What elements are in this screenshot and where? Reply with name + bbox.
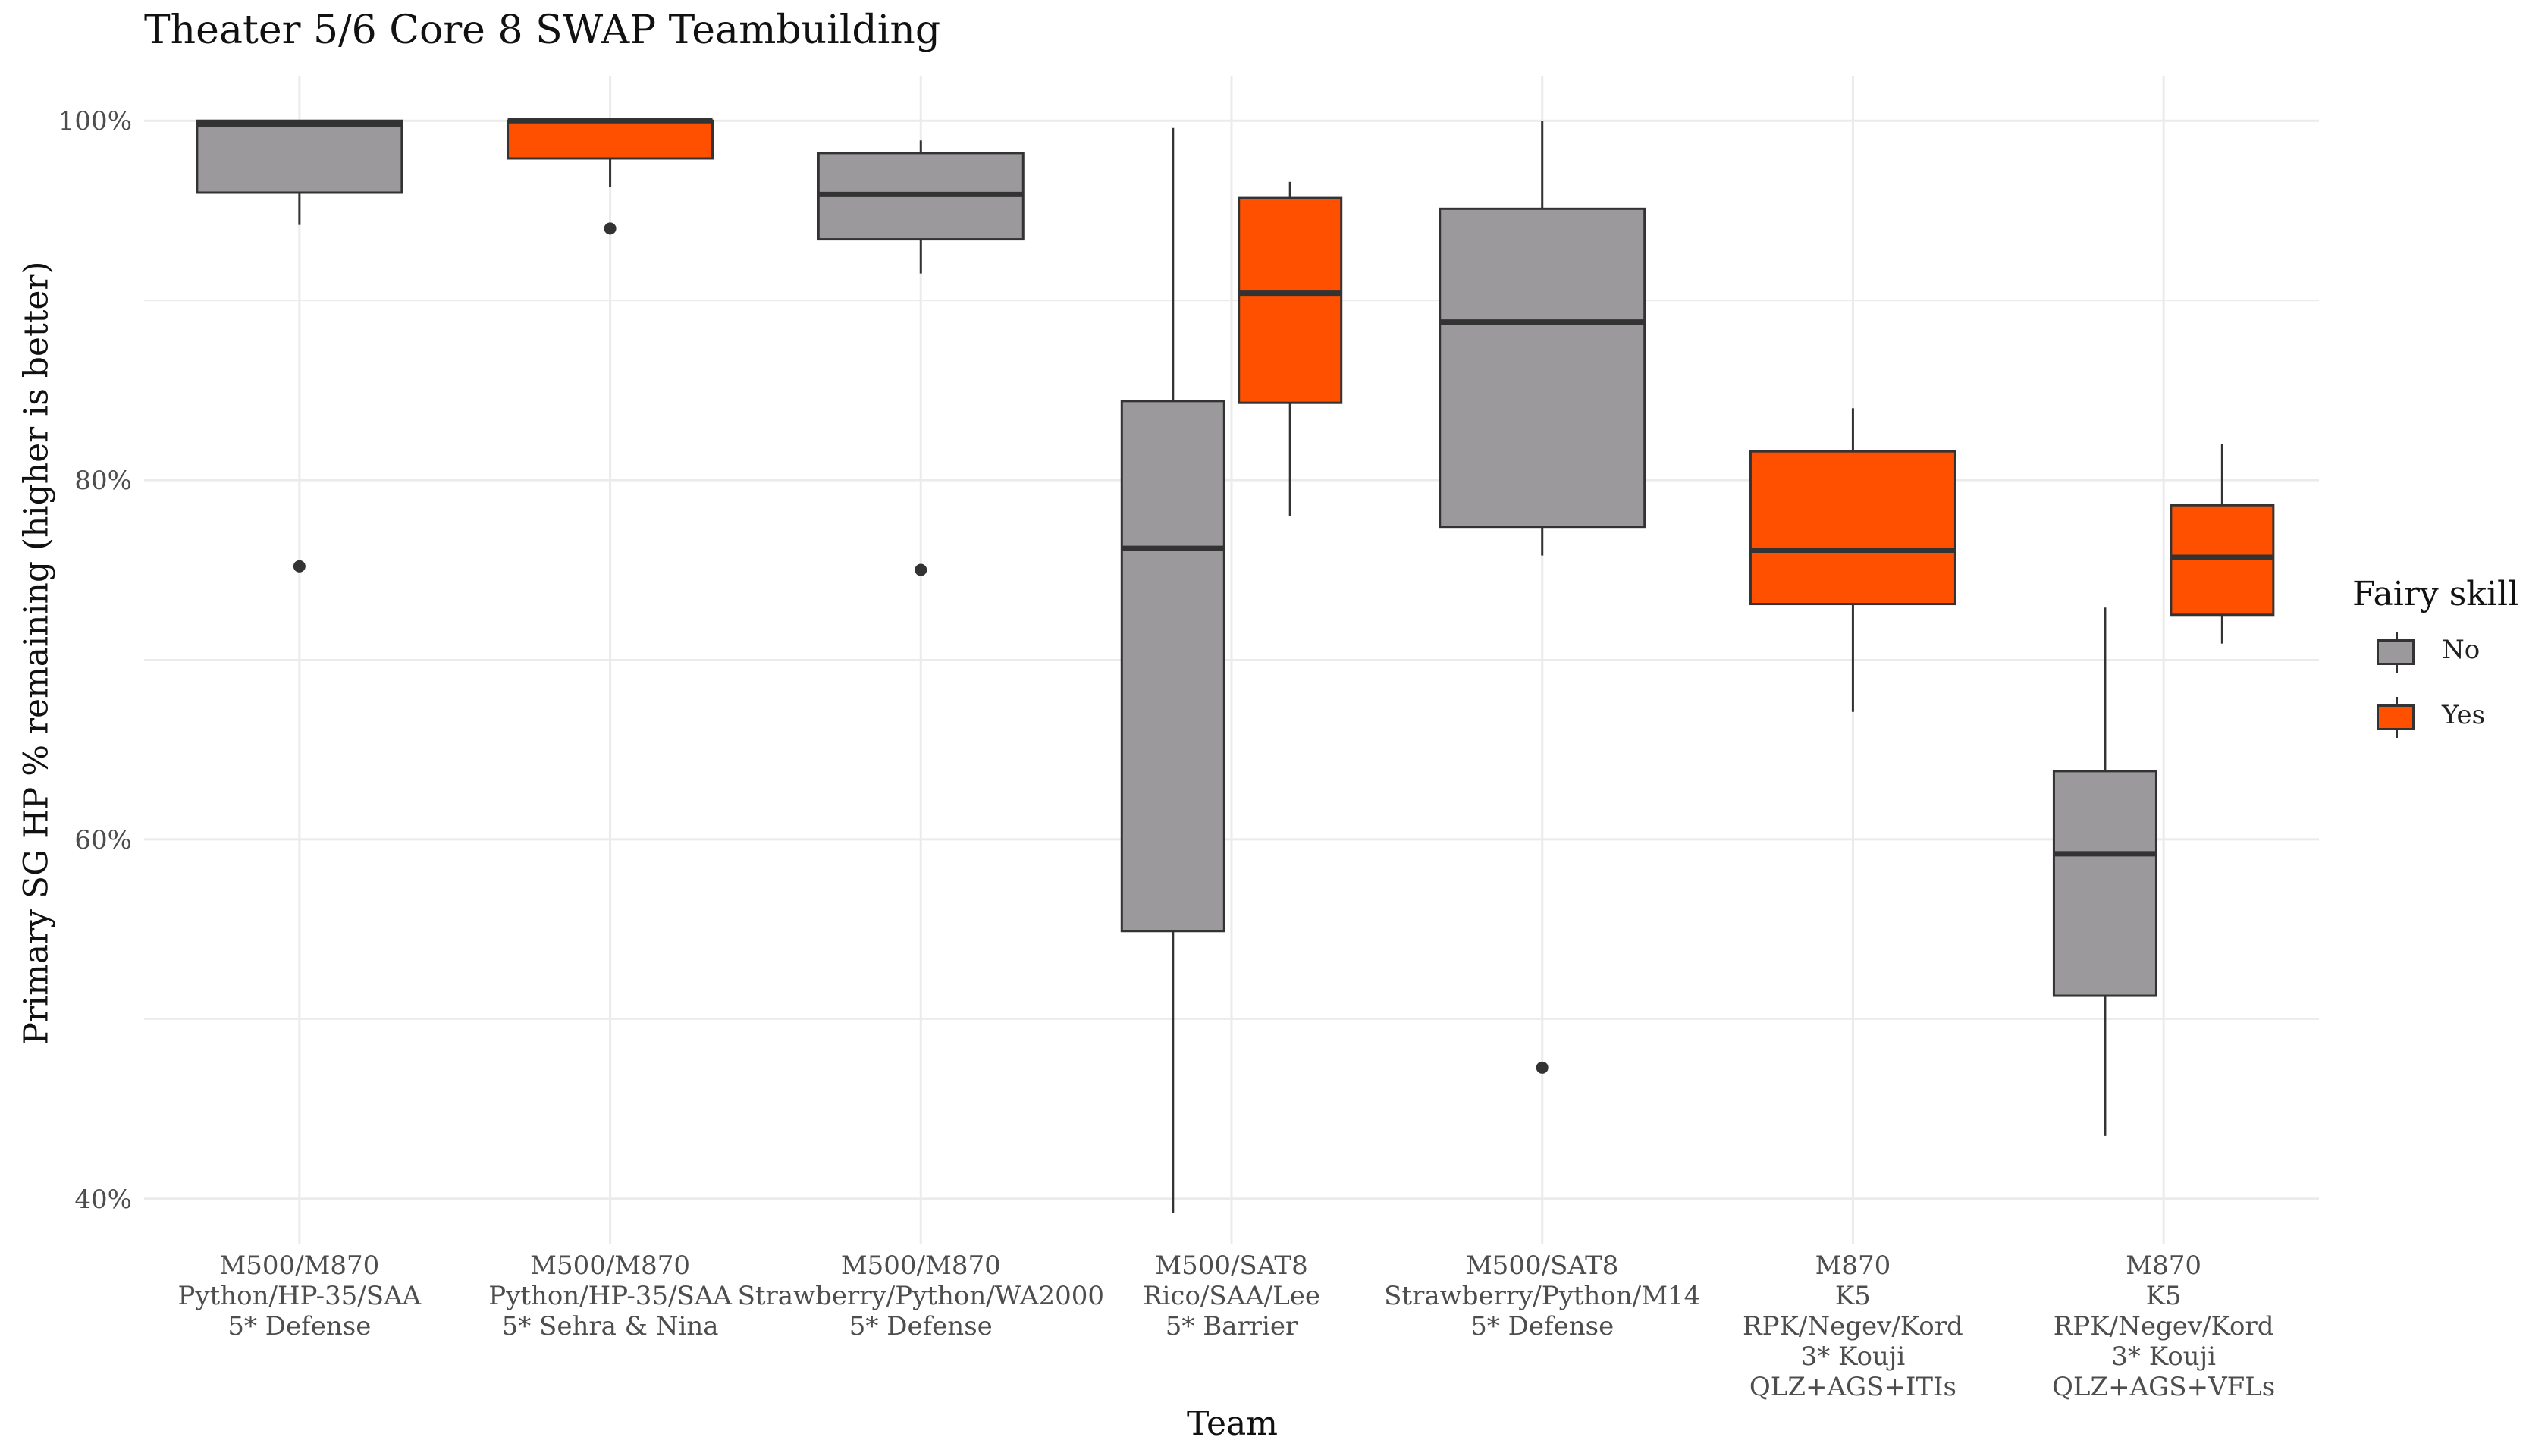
grid-lines [144, 76, 2319, 1244]
box-yes [1749, 408, 1956, 712]
box-yes [507, 118, 714, 235]
box-yes [2170, 444, 2275, 644]
x-tick-label: 5* Defense [1470, 1311, 1614, 1341]
outlier-point [604, 222, 617, 235]
x-tick-label: Python/HP-35/SAA [488, 1281, 732, 1311]
legend-key-yes [2377, 697, 2415, 738]
legend: Fairy skill No Yes [2352, 575, 2518, 744]
x-tick-label: QLZ+AGS+ITIs [1749, 1372, 1956, 1402]
iqr-box [1120, 400, 1225, 933]
box-no [817, 140, 1025, 576]
x-tick-label: M500/SAT8 [1155, 1250, 1307, 1281]
x-tick-label: M500/SAT8 [1466, 1250, 1618, 1281]
x-tick-label: M500/M870 [841, 1250, 1001, 1281]
box-yes [1238, 181, 1343, 516]
iqr-box [1749, 450, 1956, 606]
box-plots [196, 118, 2275, 1213]
iqr-box [2170, 504, 2275, 617]
x-tick-label: 3* Kouji [1801, 1341, 1906, 1372]
x-tick-label: 5* Defense [849, 1311, 993, 1341]
x-tick-label: M870 [1815, 1250, 1891, 1281]
iqr-box [196, 119, 403, 194]
x-tick-label: M500/M870 [530, 1250, 690, 1281]
x-tick-label: M500/M870 [219, 1250, 379, 1281]
iqr-box [507, 119, 714, 160]
x-tick-label: 5* Sehra & Nina [502, 1311, 719, 1341]
legend-item-no: No [2352, 624, 2518, 679]
legend-label-yes: Yes [2442, 700, 2486, 730]
x-tick-label: Strawberry/Python/WA2000 [738, 1281, 1104, 1311]
outlier-point [915, 563, 927, 576]
y-tick-label: 40% [74, 1185, 132, 1215]
x-tick-label: Python/HP-35/SAA [177, 1281, 421, 1311]
y-tick-label: 60% [74, 825, 132, 855]
chart-title: Theater 5/6 Core 8 SWAP Teambuilding [144, 8, 941, 53]
outlier-point [1536, 1061, 1549, 1074]
y-tick-label: 100% [58, 106, 132, 136]
x-tick-label: M870 [2126, 1250, 2201, 1281]
y-axis-label: Primary SG HP % remaining (higher is bet… [17, 261, 56, 1045]
box-no [2052, 607, 2157, 1136]
legend-title: Fairy skill [2352, 575, 2519, 613]
outlier-point [293, 560, 306, 573]
iqr-box [1238, 196, 1343, 404]
x-tick-label: QLZ+AGS+VFLs [2052, 1372, 2275, 1402]
x-tick-label: RPK/Negev/Kord [2054, 1311, 2274, 1341]
box-no [1439, 121, 1646, 1074]
axis-tick-labels: 40%60%80%100%M500/M870Python/HP-35/SAA5*… [58, 106, 2275, 1402]
y-tick-label: 80% [74, 466, 132, 496]
x-tick-label: 5* Defense [228, 1311, 371, 1341]
x-axis-label: Team [1187, 1404, 1278, 1443]
legend-key-no [2377, 632, 2415, 673]
x-tick-label: K5 [1835, 1281, 1871, 1311]
iqr-box [2052, 770, 2157, 997]
x-tick-label: Rico/SAA/Lee [1143, 1281, 1320, 1311]
x-tick-label: RPK/Negev/Kord [1743, 1311, 1963, 1341]
x-tick-label: 3* Kouji [2111, 1341, 2216, 1372]
iqr-box [1439, 207, 1646, 529]
legend-item-yes: Yes [2352, 689, 2518, 744]
box-no [196, 119, 403, 573]
x-tick-label: Strawberry/Python/M14 [1384, 1281, 1700, 1311]
x-tick-label: K5 [2146, 1281, 2182, 1311]
legend-label-no: No [2442, 635, 2481, 665]
box-no [1120, 127, 1225, 1213]
x-tick-label: 5* Barrier [1166, 1311, 1298, 1341]
